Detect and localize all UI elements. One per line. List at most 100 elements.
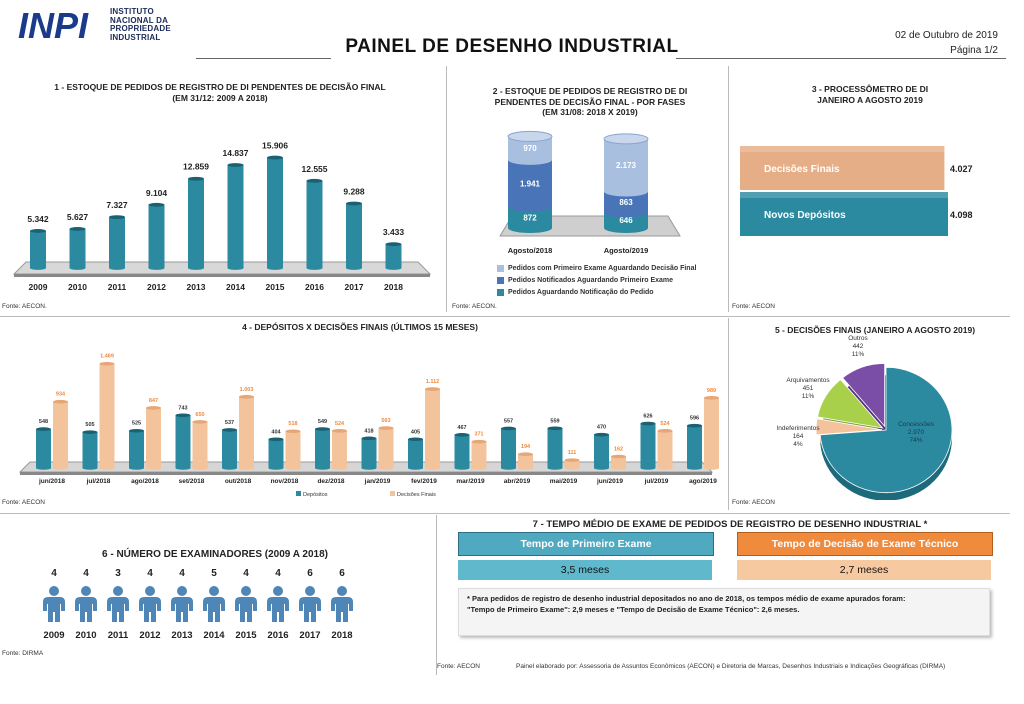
person-icon [299,597,321,622]
chart1-data-label: 9.288 [343,187,365,197]
chart4-bar-decisoes-top [239,395,254,399]
legend-swatch [497,288,504,296]
person-icon-head [337,586,347,596]
chart1-tick-label: 2017 [345,282,364,292]
chart4-legend-swatch [296,491,301,496]
chart5-slice-value: 442 [853,343,864,350]
chart4-tick-label: ago/2018 [131,478,159,485]
chart1-subtitle: (EM 31/12: 2009 A 2018) [172,93,268,103]
institute-line: INSTITUTO [110,7,154,16]
chart4-bar-decisoes-base [611,466,626,470]
person-icon-head [273,586,283,596]
chart1-bar-base [346,266,362,270]
chart4-tick-label: ago/2019 [689,478,717,485]
chart2-segment [508,136,552,160]
chart2-segment-base [508,201,552,212]
examiner-count: 6 [339,568,345,579]
chart4-bar-decisoes [146,407,161,468]
chart1-data-label: 15.906 [262,141,288,151]
legend-label: Pedidos Notificados Aguardando Primeiro … [508,276,674,284]
chart4-data-label-decisoes: 989 [707,388,716,394]
divider [0,316,1010,317]
chart4-data-label-decisoes: 524 [335,421,345,427]
chart2-data-label: 863 [619,198,633,207]
chart5-slice [817,379,884,429]
chart1-bar-base [148,266,165,270]
examiner-year: 2018 [331,630,352,641]
person-icon-head [209,586,219,596]
chart4-bar-depositos-top [129,428,144,433]
chart1-bar-base [227,266,244,270]
chart3-data-label: 4.027 [950,164,973,174]
chart3-svg: Decisões Finais 4.027 Novos Depósitos 4.098 [740,146,973,236]
chart1-floor-edge [14,274,430,277]
person-icon [75,597,97,622]
chart4-bar-decisoes [425,389,440,468]
chart1-bar [109,217,125,268]
section7-title: 7 - TEMPO MÉDIO DE EXAME DE PEDIDOS DE R… [532,519,928,530]
chart4-legend-label: Decisões Finais [397,492,436,498]
chart1-data-label: 14.837 [223,148,249,158]
chart4-data-label-depositos: 559 [550,418,559,424]
chart4-data-label-depositos: 467 [457,425,466,431]
chart4-bar-decisoes-base [53,466,68,470]
chart4-data-label-depositos: 596 [690,416,699,422]
chart4-bar-depositos-base [640,466,656,470]
chart2-title-line: (EM 31/08: 2018 X 2019) [542,107,638,117]
chart4-bar-decisoes [239,396,254,468]
first-exam-value: 3,5 meses [458,560,712,580]
legend-label: Pedidos com Primeiro Exame Aguardando De… [508,264,697,272]
chart4-bar-decisoes-top [332,429,347,433]
chart3-bar-highlight [740,146,945,152]
chart3-source: Fonte: AECON [732,303,775,310]
chart4-bar-depositos-top [175,413,191,418]
chart4-tick-label: jun/2018 [38,478,65,485]
chart3-title: 3 - PROCESSÔMETRO DE DI JANEIRO A AGOSTO… [760,84,980,106]
chart2-segment-base [604,186,648,197]
institute-line: PROPRIEDADE [110,24,171,33]
chart4-bar-depositos-top [640,421,656,426]
chart1-data-label: 9.104 [146,188,168,198]
chart4-bar-depositos-base [361,466,377,470]
page-title: PAINEL DE DESENHO INDUSTRIAL [345,36,679,57]
title-rule-right [676,58,1006,59]
examiner-count: 4 [275,568,281,579]
chart4-bar-decisoes-top [99,361,115,366]
chart2-svg: 872 1.941 970 Agosto/2018 646 863 2.173 Agosto/… [499,130,681,255]
chart4-bar-depositos [268,439,284,468]
chart1-data-label: 3.433 [383,227,405,237]
chart4-bar-decisoes-top [192,420,208,424]
chart1-bar [385,244,402,268]
chart1-bar [306,180,323,268]
chart4-bar-depositos-top [454,433,470,437]
chart4-bar-decisoes-top [518,452,533,457]
tech-decision-value: 2,7 meses [737,560,991,580]
chart4-data-label-decisoes: 1.469 [100,354,114,360]
person-icon-head [49,586,59,596]
chart4-data-label-depositos: 743 [178,405,187,411]
examiner-count: 4 [83,568,89,579]
person-icon [107,597,129,622]
chart4-data-label-depositos: 418 [364,428,373,434]
chart4-tick-label: fev/2019 [411,478,437,485]
examiner-count: 3 [115,568,121,579]
chart4-bar-decisoes [285,431,301,468]
chart4-tick-label: abr/2019 [504,478,531,485]
footer-credit: Painel elaborado por: Assessoria de Assu… [516,663,946,670]
chart1-bar [346,203,362,268]
chart5-slice [842,363,886,428]
legend-item: Pedidos Notificados Aguardando Primeiro … [497,274,696,286]
chart1-bar-base [30,266,46,270]
chart2-data-label: 970 [523,144,537,153]
chart4-tick-label: mai/2019 [550,478,578,485]
chart2-segment [508,159,552,207]
chart2-segment-base [604,223,648,233]
chart1-bar [69,228,86,268]
chart2-tick-label: Agosto/2018 [508,246,553,255]
chart5-slice-pct: 74% [909,437,922,444]
chart5-slice-pct: 4% [793,441,803,448]
chart4-tick-label: jul/2019 [644,478,669,485]
chart4-bar-decisoes-base [378,466,394,470]
chart1-bar [148,204,165,268]
examiner-year: 2012 [139,630,160,641]
